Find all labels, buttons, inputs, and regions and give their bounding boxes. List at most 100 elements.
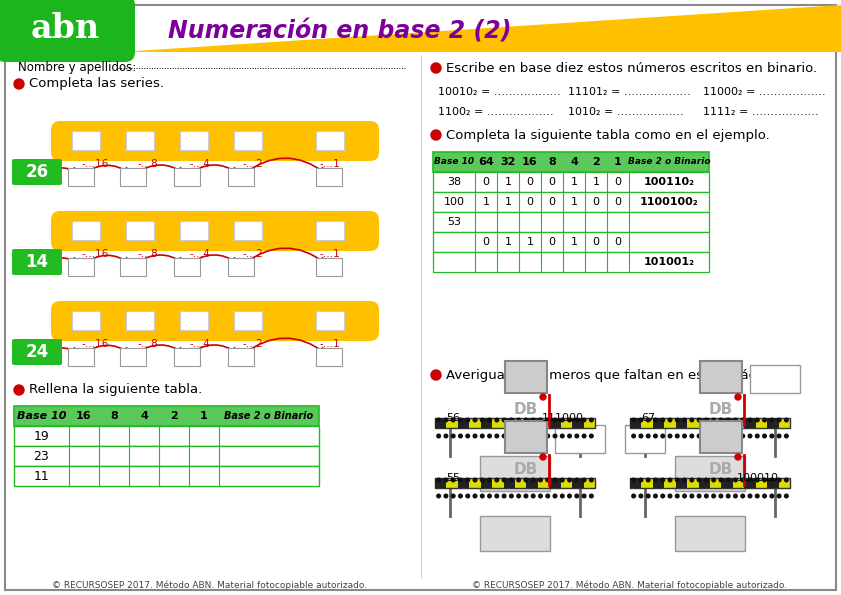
Circle shape xyxy=(452,418,455,422)
Text: DB: DB xyxy=(514,462,538,477)
Circle shape xyxy=(683,434,686,438)
Circle shape xyxy=(727,478,730,482)
Bar xyxy=(630,478,790,488)
Circle shape xyxy=(466,478,469,482)
Text: 67: 67 xyxy=(641,413,655,423)
Circle shape xyxy=(568,418,571,422)
Circle shape xyxy=(480,494,484,498)
Circle shape xyxy=(510,494,513,498)
Text: 8: 8 xyxy=(110,411,118,421)
Circle shape xyxy=(763,434,766,438)
Circle shape xyxy=(741,494,744,498)
Circle shape xyxy=(568,478,571,482)
Circle shape xyxy=(647,434,650,438)
Bar xyxy=(433,212,709,232)
Circle shape xyxy=(683,418,686,422)
Circle shape xyxy=(480,478,484,482)
Circle shape xyxy=(466,434,469,438)
Circle shape xyxy=(705,418,708,422)
Text: DB: DB xyxy=(709,402,733,416)
Circle shape xyxy=(770,478,774,482)
Circle shape xyxy=(785,418,788,422)
Circle shape xyxy=(733,434,738,438)
Circle shape xyxy=(653,494,658,498)
Circle shape xyxy=(632,478,636,482)
Circle shape xyxy=(748,418,752,422)
Circle shape xyxy=(669,434,672,438)
Circle shape xyxy=(444,478,447,482)
Circle shape xyxy=(632,434,636,438)
Circle shape xyxy=(705,478,708,482)
Circle shape xyxy=(653,478,658,482)
Circle shape xyxy=(517,434,521,438)
Circle shape xyxy=(458,434,463,438)
Bar xyxy=(481,418,492,428)
Text: Nombre y apellidos:: Nombre y apellidos: xyxy=(18,61,140,74)
Circle shape xyxy=(538,494,542,498)
Text: 38: 38 xyxy=(447,177,461,187)
Bar xyxy=(433,252,709,272)
Text: -…4: -…4 xyxy=(189,159,210,169)
Circle shape xyxy=(647,478,650,482)
Text: 1100100₂: 1100100₂ xyxy=(640,197,698,207)
Text: Numeración en base 2 (2): Numeración en base 2 (2) xyxy=(168,20,512,44)
Circle shape xyxy=(675,418,679,422)
Circle shape xyxy=(473,494,477,498)
Bar xyxy=(174,168,200,186)
Bar xyxy=(458,418,469,428)
Circle shape xyxy=(436,418,441,422)
Circle shape xyxy=(495,434,499,438)
Circle shape xyxy=(711,478,716,482)
Circle shape xyxy=(568,494,571,498)
Circle shape xyxy=(785,494,788,498)
Circle shape xyxy=(748,434,752,438)
Circle shape xyxy=(675,434,679,438)
Circle shape xyxy=(538,418,542,422)
Circle shape xyxy=(553,494,557,498)
Bar xyxy=(316,348,342,366)
Bar xyxy=(435,418,595,428)
Circle shape xyxy=(532,418,535,422)
Text: -…8: -…8 xyxy=(138,339,158,349)
Text: 111000: 111000 xyxy=(542,413,584,423)
Circle shape xyxy=(711,418,716,422)
Circle shape xyxy=(683,478,686,482)
Text: 23: 23 xyxy=(34,449,50,462)
Circle shape xyxy=(675,478,679,482)
Circle shape xyxy=(532,494,535,498)
Bar xyxy=(653,478,664,488)
Bar xyxy=(630,478,642,488)
Text: Base 2 o Binario: Base 2 o Binario xyxy=(225,411,314,421)
Text: Escribe en base diez estos números escritos en binario.: Escribe en base diez estos números escri… xyxy=(446,61,817,74)
FancyBboxPatch shape xyxy=(0,0,135,62)
Text: 26: 26 xyxy=(25,163,49,181)
Circle shape xyxy=(733,418,738,422)
Circle shape xyxy=(480,418,484,422)
Text: -…4: -…4 xyxy=(189,339,210,349)
Circle shape xyxy=(697,418,701,422)
Bar xyxy=(316,258,342,276)
Text: -…4: -…4 xyxy=(189,249,210,259)
Circle shape xyxy=(568,434,571,438)
Circle shape xyxy=(639,478,643,482)
Text: 1: 1 xyxy=(570,177,578,187)
Circle shape xyxy=(727,418,730,422)
Circle shape xyxy=(444,494,447,498)
Bar xyxy=(625,425,665,453)
Bar xyxy=(120,348,146,366)
Bar xyxy=(549,478,561,488)
Text: 2: 2 xyxy=(592,157,600,167)
FancyBboxPatch shape xyxy=(180,221,208,240)
Circle shape xyxy=(524,434,527,438)
Text: 8: 8 xyxy=(548,157,556,167)
Circle shape xyxy=(553,434,557,438)
Circle shape xyxy=(452,434,455,438)
Circle shape xyxy=(719,478,722,482)
Circle shape xyxy=(431,370,441,380)
Circle shape xyxy=(488,494,491,498)
Circle shape xyxy=(495,418,499,422)
Circle shape xyxy=(458,418,463,422)
Text: -…16: -…16 xyxy=(82,159,108,169)
Text: 0: 0 xyxy=(483,177,489,187)
Bar xyxy=(767,478,779,488)
